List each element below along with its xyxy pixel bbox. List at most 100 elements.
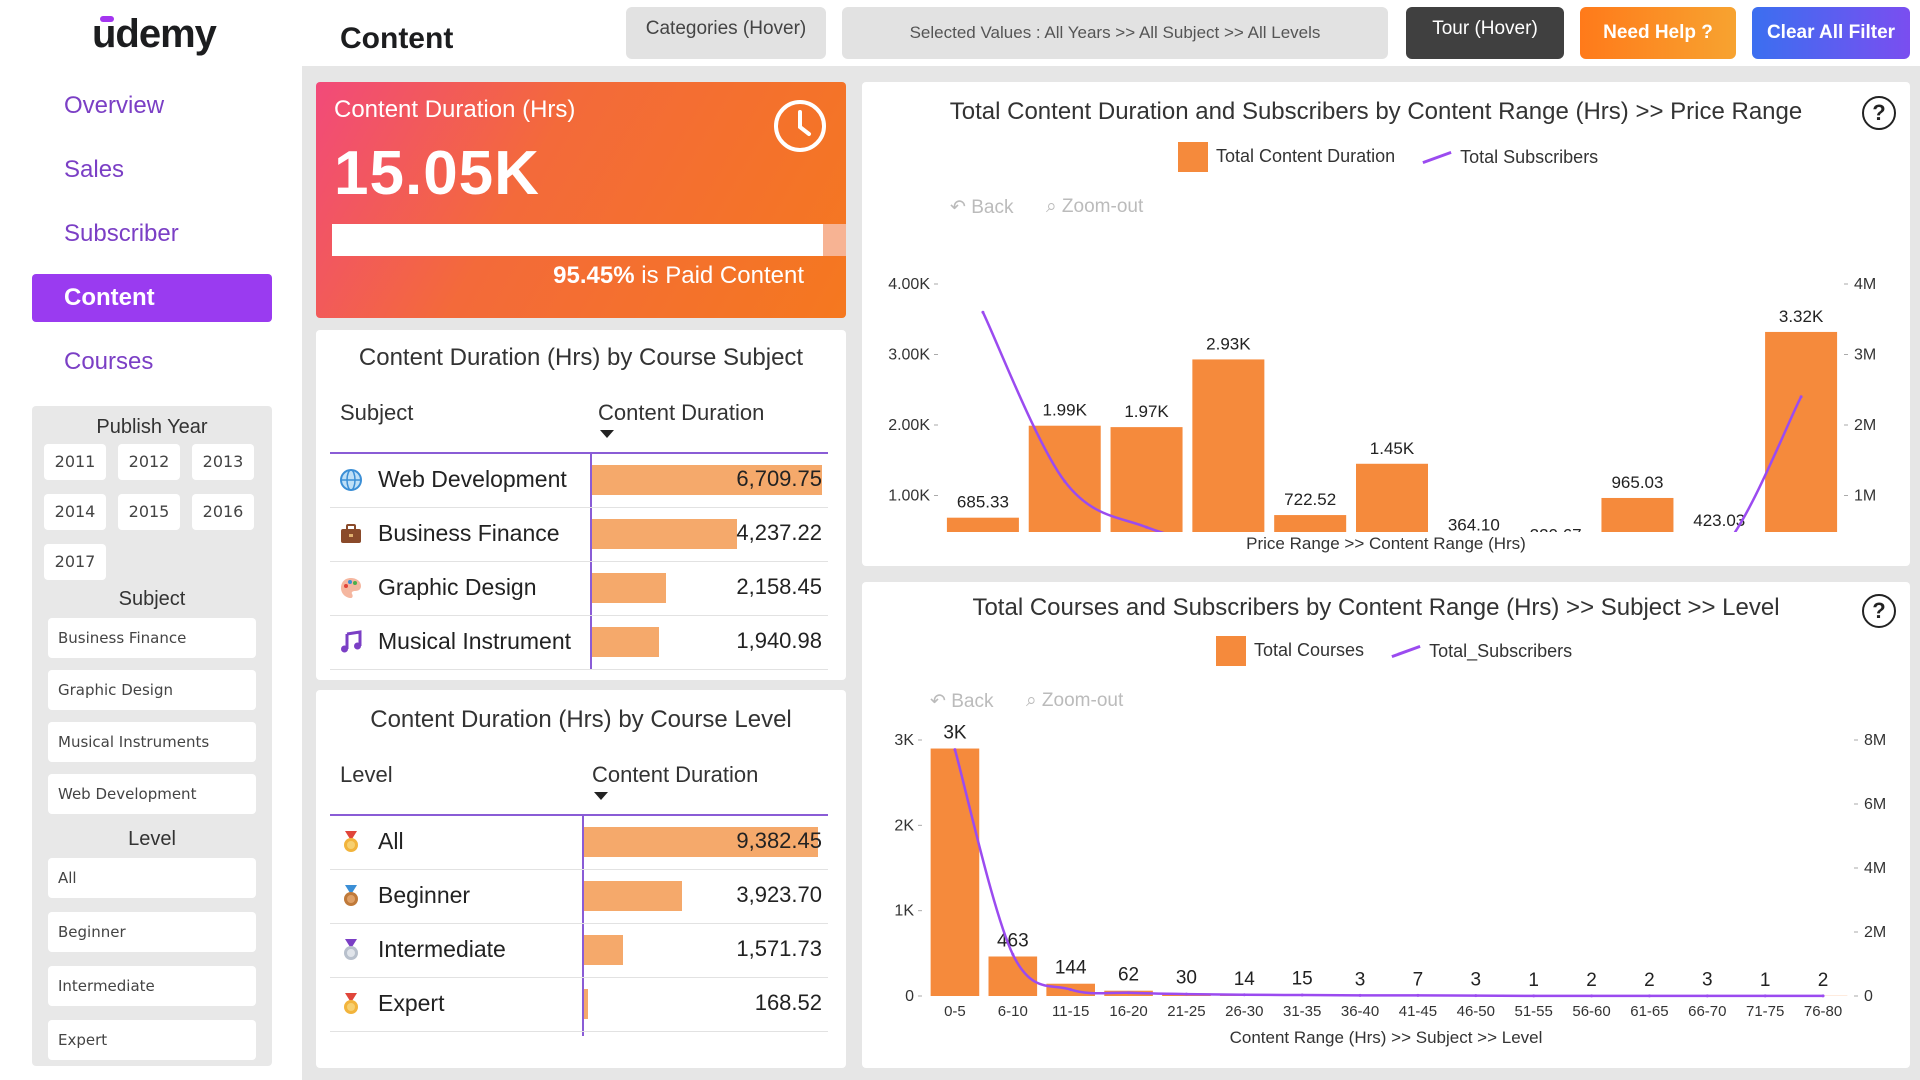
nav-sales[interactable]: Sales (64, 156, 125, 183)
chart1-title: Total Content Duration and Subscribers b… (949, 98, 1803, 125)
chart1-data-label: 1.45K (1370, 439, 1415, 458)
table-row[interactable]: Expert 168.52 (330, 978, 828, 1032)
chart2-x-tick-label: 21-25 (1167, 1003, 1205, 1020)
paid-content-text: 95.45% is Paid Content (553, 262, 804, 289)
chart2-data-label: 2 (1586, 970, 1597, 991)
nav-overview[interactable]: Overview (64, 92, 165, 119)
chart1-bar[interactable] (1765, 331, 1838, 532)
chart1-bar[interactable] (1601, 497, 1674, 532)
chart2-zoom-out-button[interactable]: ⌕ Zoom-out (1026, 690, 1124, 711)
chart2-x-tick-label: 11-15 (1052, 1003, 1089, 1020)
clear-all-filter-button[interactable]: Clear All Filter (1752, 7, 1910, 59)
globe-icon (338, 467, 364, 493)
selected-values-label: Selected Values : All Years >> All Subje… (842, 7, 1388, 59)
subject-business-finance[interactable]: Business Finance (48, 618, 256, 658)
data-bar (592, 465, 822, 495)
data-bar (592, 627, 659, 657)
table-row[interactable]: All 9,382.45 (330, 816, 828, 870)
chart1-zoom-out-button[interactable]: ⌕ Zoom-out (1046, 196, 1144, 217)
chart1-bar[interactable] (946, 517, 1019, 532)
data-bar (592, 519, 738, 549)
subject-title: Subject (118, 588, 186, 610)
subject-musical-instruments[interactable]: Musical Instruments (48, 722, 256, 762)
nav-courses[interactable]: Courses (64, 348, 154, 375)
kpi-title: Content Duration (Hrs) (334, 96, 576, 123)
chart2-data-label: 14 (1234, 969, 1256, 990)
medal-silver-icon (338, 937, 364, 963)
level-column-header[interactable]: Level (340, 762, 393, 787)
chart2-bar[interactable] (988, 956, 1038, 996)
chart2-data-label: 3K (943, 723, 967, 744)
chart1-line-point (981, 310, 985, 314)
page-title: Content (340, 22, 454, 55)
subject-column-header[interactable]: Subject (340, 400, 414, 425)
sort-desc-icon[interactable] (594, 792, 608, 800)
need-help-button[interactable]: Need Help ? (1580, 7, 1736, 59)
table-row[interactable]: Beginner 3,923.70 (330, 870, 828, 924)
subject-graphic-design[interactable]: Graphic Design (48, 670, 256, 710)
chart1-data-label: 1.99K (1043, 401, 1088, 420)
year-2012-button[interactable]: 2012 (118, 444, 180, 480)
chart2-line-point (1069, 988, 1073, 992)
chart2-data-label: 3 (1355, 970, 1366, 991)
chart1-subscribers-line[interactable] (981, 311, 1803, 532)
subject-web-development[interactable]: Web Development (48, 774, 256, 814)
chart1-bar[interactable] (1110, 427, 1183, 532)
tour-hover-button[interactable]: Tour (Hover) (1406, 7, 1564, 59)
level-duration-column-header[interactable]: Content Duration (592, 762, 759, 787)
level-all[interactable]: All (48, 858, 256, 898)
level-beginner[interactable]: Beginner (48, 912, 256, 952)
help-icon[interactable]: ? (1862, 96, 1896, 130)
table-row[interactable]: Intermediate 1,571.73 (330, 924, 828, 978)
chart1-bar[interactable] (1274, 515, 1347, 532)
y-tick-label: 3.00K (888, 347, 930, 364)
chart1-data-label: 685.33 (957, 493, 1009, 512)
table-row[interactable]: Graphic Design 2,158.45 (330, 562, 828, 616)
chart1-bar[interactable] (1028, 425, 1101, 532)
chart2-data-label: 30 (1176, 967, 1197, 988)
sort-desc-icon[interactable] (600, 430, 614, 438)
categories-hover-button[interactable]: Categories (Hover) (626, 7, 826, 59)
level-intermediate[interactable]: Intermediate (48, 966, 256, 1006)
chart2-x-axis-title: Content Range (Hrs) >> Subject >> Level (1229, 1028, 1543, 1047)
content-duration-kpi-card: Content Duration (Hrs) 15.05K 95.45% is … (316, 82, 846, 318)
chart2-data-label: 1 (1528, 970, 1539, 991)
level-title: Level (128, 828, 176, 850)
row-value: 9,382.45 (736, 828, 822, 853)
chart2-data-label: 2 (1644, 970, 1655, 991)
data-bar (584, 935, 624, 965)
chart1-back-button[interactable]: ↶ Back (950, 197, 1014, 218)
chart2-line-point (1300, 993, 1304, 997)
nav-subscriber[interactable]: Subscriber (64, 220, 179, 247)
year-2017-button[interactable]: 2017 (44, 544, 106, 580)
year-2011-button[interactable]: 2011 (44, 444, 106, 480)
chart2-data-label: 15 (1292, 969, 1313, 990)
chart2-line-point (1184, 992, 1188, 996)
year-2016-button[interactable]: 2016 (192, 494, 254, 530)
table-row[interactable]: Web Development 6,709.75 (330, 454, 828, 508)
music-note-icon (338, 629, 364, 655)
chart2-x-tick-label: 41-45 (1399, 1003, 1437, 1020)
y-tick-label: 1K (894, 903, 914, 920)
y-tick-label: 4.00K (888, 276, 930, 293)
chart2-x-tick-label: 46-50 (1457, 1003, 1495, 1020)
row-label: Web Development (378, 466, 567, 492)
table-row[interactable]: Musical Instrument 1,940.98 (330, 616, 828, 670)
table-column-divider (582, 816, 584, 1036)
level-expert[interactable]: Expert (48, 1020, 256, 1060)
nav-content[interactable]: Content (32, 274, 272, 322)
chart1-bar[interactable] (1356, 463, 1428, 532)
chart2-bar[interactable] (930, 748, 980, 996)
year-2013-button[interactable]: 2013 (192, 444, 254, 480)
y2-tick-label: 2M (1854, 417, 1876, 434)
year-2015-button[interactable]: 2015 (118, 494, 180, 530)
chart2-title: Total Courses and Subscribers by Content… (972, 594, 1780, 621)
chart1-bar[interactable] (1192, 359, 1265, 532)
year-2014-button[interactable]: 2014 (44, 494, 106, 530)
help-icon[interactable]: ? (1862, 594, 1896, 628)
chart2-x-tick-label: 16-20 (1109, 1003, 1147, 1020)
chart2-back-button[interactable]: ↶ Back (930, 691, 994, 712)
table-row[interactable]: Business Finance 4,237.22 (330, 508, 828, 562)
chart2-data-label: 2 (1818, 970, 1829, 991)
duration-column-header[interactable]: Content Duration (598, 400, 765, 425)
